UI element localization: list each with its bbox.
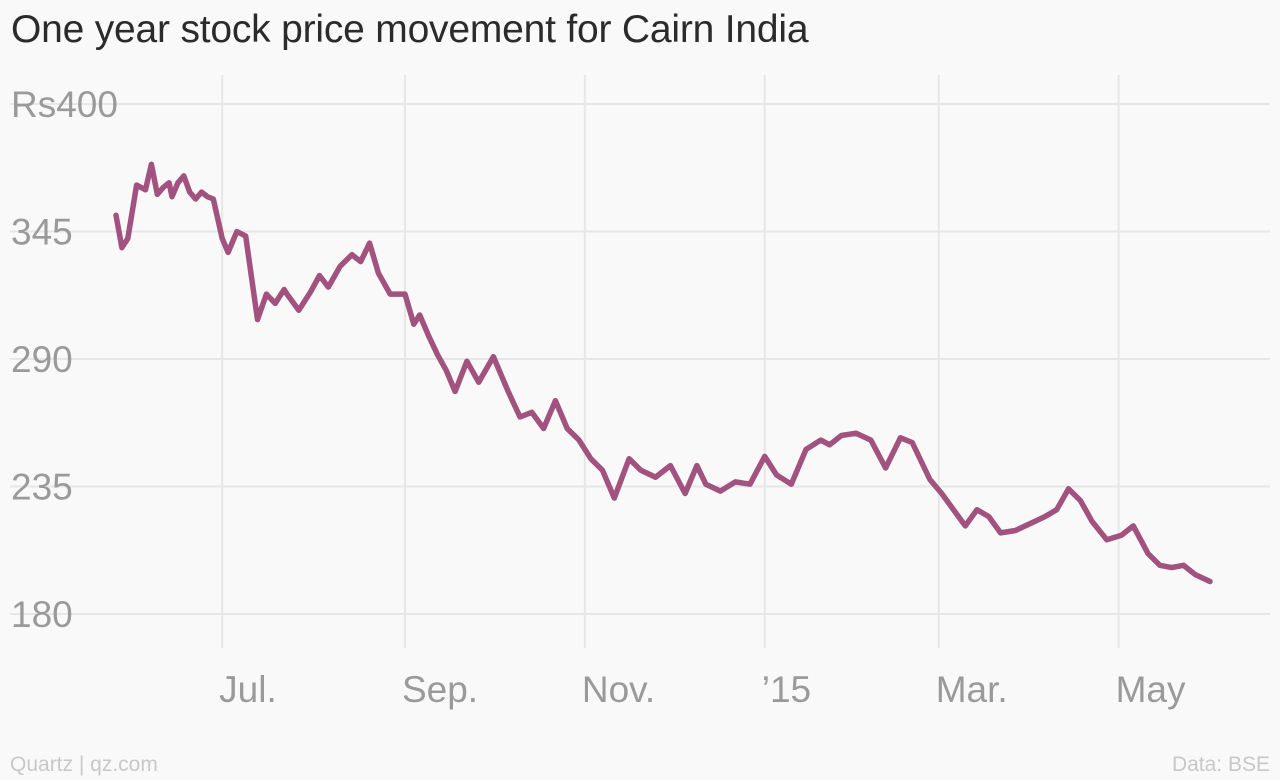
horizontal-gridlines [10, 103, 1270, 615]
x-axis-tick-labels: Jul. Sep. Nov. ’15 Mar. May [219, 669, 1186, 710]
y-tick-label: Rs400 [11, 84, 118, 125]
x-tick-label: ’15 [762, 669, 811, 710]
vertical-gridlines [221, 75, 1120, 648]
x-tick-label: Mar. [936, 669, 1008, 710]
x-tick-label: May [1116, 669, 1186, 710]
y-tick-label: 235 [11, 467, 73, 508]
x-tick-label: Sep. [402, 669, 478, 710]
chart-title: One year stock price movement for Cairn … [11, 8, 809, 51]
y-tick-label: 345 [11, 212, 73, 253]
y-axis-tick-labels: Rs400 345 290 235 180 [11, 84, 118, 635]
y-tick-label: 180 [11, 594, 73, 635]
data-source: Data: BSE [1171, 753, 1270, 776]
source-credit: Quartz | qz.com [10, 753, 158, 776]
x-tick-label: Jul. [219, 669, 277, 710]
x-tick-label: Nov. [582, 669, 655, 710]
y-tick-label: 290 [11, 339, 73, 380]
series-line-0 [113, 161, 1213, 585]
series-lines [113, 161, 1213, 585]
